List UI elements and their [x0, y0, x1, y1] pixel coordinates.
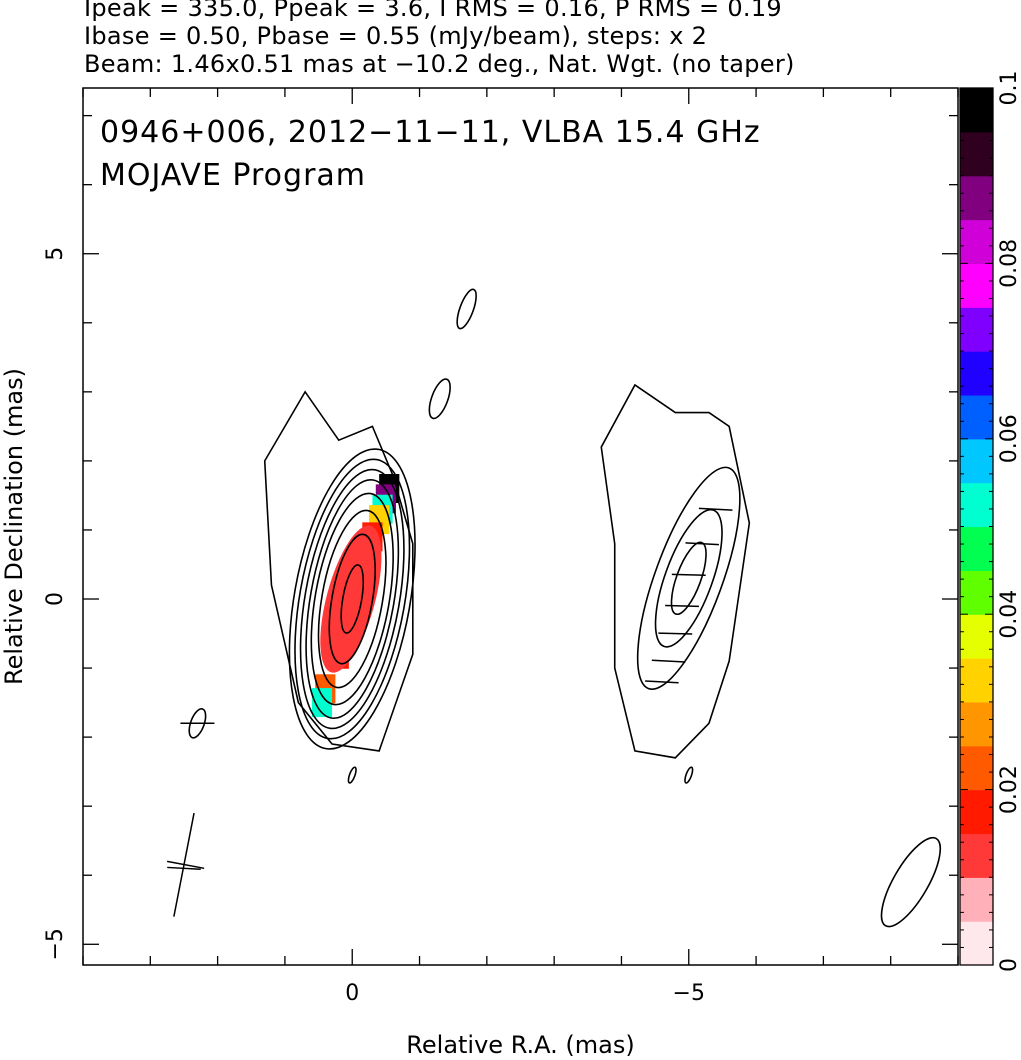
core-contour: [299, 468, 405, 730]
jet-contour: [636, 466, 741, 691]
jet-envelope-contour: [600, 383, 751, 759]
y-tick-label: −5: [43, 928, 68, 960]
isolated-contour: [428, 378, 451, 420]
header-line-2: Ibase = 0.50, Pbase = 0.55 (mJy/beam), s…: [84, 22, 708, 50]
colorbar-segment: [960, 921, 993, 966]
x-tick-label: 0: [345, 981, 359, 1006]
colorbar-segment: [960, 789, 993, 835]
colorbar-segment: [960, 570, 993, 615]
colorbar-tick-label: 0.02: [997, 765, 1021, 814]
core-contour: [288, 448, 416, 750]
polarization-core-region: [320, 525, 382, 673]
evpa-vector: [665, 604, 699, 608]
x-tick-label: −5: [673, 981, 705, 1006]
colorbar-segment: [960, 394, 993, 440]
evpa-vector: [698, 507, 733, 511]
colorbar-segment: [960, 307, 993, 352]
colorbar-tick-label: 0.1: [997, 71, 1021, 106]
evpa-vector: [685, 542, 720, 546]
colorbar-segment: [960, 263, 993, 308]
core-contour: [340, 564, 365, 634]
header-line-1: Ipeak = 335.0, Ppeak = 3.6, I RMS = 0.16…: [84, 0, 782, 22]
core-contour: [310, 492, 394, 706]
jet-contour: [654, 508, 723, 648]
polarization-scale-cross: [166, 860, 205, 870]
isolated-contour: [347, 766, 357, 784]
colorbar-segment: [960, 351, 993, 396]
colorbar-segment: [960, 877, 993, 922]
colorbar-segment: [960, 175, 993, 221]
y-tick-label: 5: [43, 247, 68, 261]
plot-area: [166, 288, 942, 928]
colorbar-tick-label: 0.06: [997, 414, 1021, 463]
colorbar-segment: [960, 614, 993, 659]
colorbar-segment: [960, 88, 993, 133]
core-contour: [328, 533, 376, 665]
isolated-contour: [188, 708, 207, 739]
colorbar-segment: [960, 658, 993, 703]
colorbar-segment: [960, 131, 993, 177]
colorbar-segment: [960, 701, 993, 747]
colorbar-segment: [960, 438, 993, 484]
colorbar-segment: [960, 482, 993, 528]
beam-ellipse: [880, 836, 942, 928]
core-contour: [305, 478, 400, 720]
polarization-pixel: [311, 688, 333, 718]
colorbar-segment: [960, 833, 993, 878]
colorbar-segment: [960, 745, 993, 791]
isolated-contour: [456, 288, 477, 330]
map-title-line: MOJAVE Program: [100, 158, 366, 193]
isolated-contour: [684, 766, 694, 784]
evpa-vector: [658, 632, 693, 635]
colorbar-tick-label: 0.04: [997, 590, 1021, 639]
y-axis-title: Relative Declination (mas): [0, 368, 28, 685]
colorbar-tick-label: 0: [997, 958, 1021, 972]
colorbar-segment: [960, 526, 993, 571]
core-envelope-contour: [263, 390, 414, 752]
plot-frame: [82, 87, 959, 966]
evpa-vector: [651, 659, 686, 663]
evpa-vector: [645, 680, 679, 684]
colorbar-segment: [960, 219, 993, 264]
header-line-3: Beam: 1.46x0.51 mas at −10.2 deg., Nat. …: [84, 50, 795, 78]
y-tick-label: 0: [43, 592, 68, 606]
x-axis-title: Relative R.A. (mas): [406, 1031, 634, 1059]
map-title-line: 0946+006, 2012−11−11, VLBA 15.4 GHz: [100, 115, 761, 150]
evpa-vector: [671, 573, 706, 577]
colorbar-tick-label: 0.08: [997, 239, 1021, 288]
core-contour: [317, 509, 387, 689]
